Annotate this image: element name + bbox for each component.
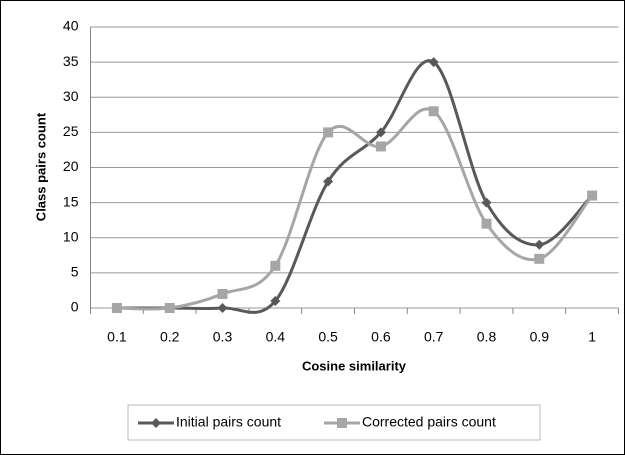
marker bbox=[587, 190, 598, 201]
marker bbox=[375, 127, 386, 138]
y-tick-label: 35 bbox=[63, 53, 79, 69]
y-tick-label: 10 bbox=[63, 228, 79, 244]
series-line bbox=[116, 107, 594, 311]
marker bbox=[534, 239, 545, 250]
y-tick-label: 30 bbox=[63, 88, 79, 104]
x-tick-label: 0.1 bbox=[107, 329, 127, 345]
x-tick-label: 0.3 bbox=[213, 329, 233, 345]
marker bbox=[428, 57, 439, 68]
y-tick-label: 25 bbox=[63, 123, 79, 139]
y-axis-title: Class pairs count bbox=[33, 112, 48, 221]
marker bbox=[534, 253, 545, 264]
x-tick-label: 0.7 bbox=[424, 329, 444, 345]
marker bbox=[323, 176, 334, 187]
marker bbox=[164, 303, 175, 313]
x-tick-label: 1 bbox=[588, 329, 596, 345]
x-tick-label: 0.4 bbox=[266, 329, 286, 345]
y-tick-label: 40 bbox=[63, 18, 79, 34]
marker bbox=[428, 106, 439, 117]
y-tick-label: 20 bbox=[63, 158, 79, 174]
marker bbox=[375, 141, 386, 152]
marker bbox=[217, 303, 228, 313]
legend-label: Initial pairs count bbox=[176, 414, 281, 430]
y-tick-label: 5 bbox=[71, 264, 79, 280]
legend-label: Corrected pairs count bbox=[362, 414, 496, 430]
marker bbox=[323, 127, 334, 138]
x-tick-label: 0.6 bbox=[371, 329, 391, 345]
marker bbox=[217, 288, 228, 299]
x-tick-label: 0.2 bbox=[160, 329, 180, 345]
x-tick-label: 0.9 bbox=[530, 329, 550, 345]
x-axis-title: Cosine similarity bbox=[302, 358, 407, 373]
x-tick-label: 0.8 bbox=[477, 329, 497, 345]
marker bbox=[270, 260, 281, 271]
x-tick-label: 0.5 bbox=[318, 329, 338, 345]
marker bbox=[111, 303, 122, 313]
y-tick-label: 0 bbox=[71, 299, 79, 315]
legend-marker bbox=[337, 418, 347, 428]
marker bbox=[270, 295, 281, 306]
marker bbox=[481, 218, 492, 229]
y-tick-label: 15 bbox=[63, 193, 79, 209]
marker bbox=[481, 197, 492, 208]
legend-marker bbox=[151, 418, 161, 428]
